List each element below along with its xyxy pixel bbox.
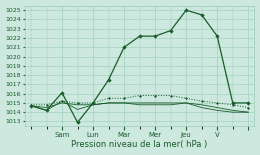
X-axis label: Pression niveau de la mer( hPa ): Pression niveau de la mer( hPa ) — [72, 140, 208, 149]
